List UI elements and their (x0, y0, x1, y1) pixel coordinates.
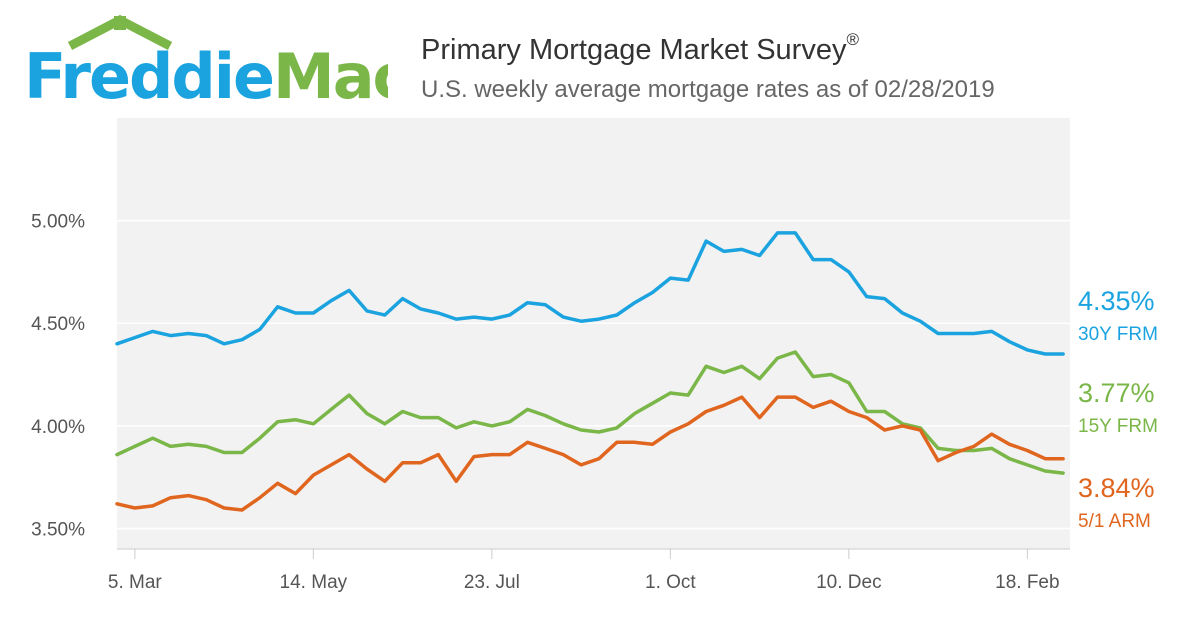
series-name-label: 5/1 ARM (1078, 511, 1151, 532)
series-end-value: 4.35% (1078, 286, 1155, 316)
series-line-1 (115, 231, 1065, 356)
logo-wordmark-mac: Mac (273, 40, 388, 109)
x-tick-label: 10. Dec (816, 572, 881, 593)
registered-mark: ® (846, 30, 859, 49)
chart-subtitle: U.S. weekly average mortgage rates as of… (421, 76, 995, 103)
y-tick-label: 4.50% (31, 314, 85, 335)
chart-title: Primary Mortgage Market Survey® (421, 30, 859, 67)
y-tick-label: 3.50% (31, 519, 85, 540)
series-line-3 (115, 395, 1065, 512)
logo-house-chimney (114, 16, 126, 30)
x-tick-label: 5. Mar (108, 572, 163, 593)
x-tick-label: 14. May (280, 572, 348, 593)
plot-area (117, 118, 1070, 549)
logo-wordmark-freddie: Freddie (24, 40, 273, 109)
y-tick-label: 5.00% (31, 212, 85, 233)
y-tick-label: 4.00% (31, 417, 85, 438)
series-end-value: 3.84% (1078, 473, 1155, 503)
x-tick-label: 23. Jul (464, 572, 520, 593)
x-tick-label: 1. Oct (645, 572, 696, 593)
series-name-label: 15Y FRM (1078, 416, 1158, 437)
logo-mark: Freddie Mac (24, 14, 388, 109)
series-name-label: 30Y FRM (1078, 324, 1158, 345)
series-end-value: 3.77% (1078, 378, 1155, 408)
freddie-mac-logo: Freddie Mac (18, 14, 388, 109)
chart-title-text: Primary Mortgage Market Survey (421, 34, 847, 66)
series-line-2 (115, 350, 1065, 475)
x-tick-label: 18. Feb (995, 572, 1059, 593)
